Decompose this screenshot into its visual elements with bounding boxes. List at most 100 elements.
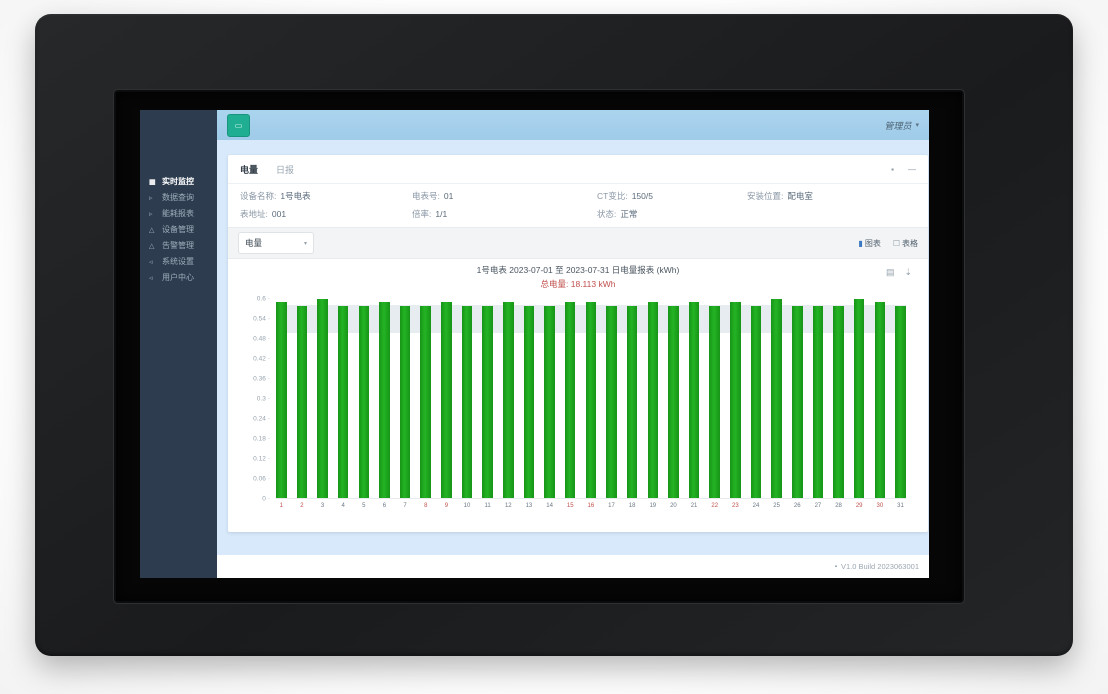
sidebar-item-1[interactable]: ▦ 实时监控 (140, 174, 217, 190)
y-axis-tick: 0.3- (256, 395, 270, 403)
chart-view-icon: ▮ (858, 238, 863, 248)
monitor-bezel: ▦ 实时监控 ▹ 数据查询 ▹ 能耗报表 △ 设备管理 △ 告警管理 ◃ 系统设置 ◃ 用户中心 ▭ 管理… (35, 14, 1073, 656)
bar-day-5[interactable] (358, 305, 370, 498)
x-axis-label: 22 (711, 503, 719, 509)
x-axis-label: 11 (484, 503, 491, 509)
bar-day-8[interactable] (420, 305, 431, 498)
bar-day-17[interactable] (606, 305, 617, 498)
x-axis-label: 8 (424, 503, 428, 509)
x-axis-label: 1 (279, 503, 283, 509)
bar-day-19[interactable] (647, 302, 659, 498)
sidebar-toggle-button[interactable]: ▭ (227, 113, 250, 137)
sidebar-item-5[interactable]: △ 告警管理 (140, 238, 217, 254)
field-label: 状态: (597, 208, 617, 219)
download-icon[interactable]: ⇣ (904, 267, 912, 277)
bar-day-6[interactable] (379, 302, 390, 498)
panel-tools: ▪ — (891, 165, 916, 174)
panel-tab-row: 电量 日报 ▪ — (228, 155, 928, 184)
sidebar-item-7[interactable]: ◃ 用户中心 (140, 270, 217, 286)
sidebar: ▦ 实时监控 ▹ 数据查询 ▹ 能耗报表 △ 设备管理 △ 告警管理 ◃ 系统设置 ◃ 用户中心 (140, 110, 217, 578)
field-label: CT变比: (597, 191, 628, 201)
bar-day-27[interactable] (812, 305, 824, 498)
sidebar-item-label: 用户中心 (162, 273, 194, 282)
bar-day-31[interactable] (895, 305, 906, 498)
bar-day-13[interactable] (523, 305, 535, 498)
username-label: 管理员 (884, 120, 912, 131)
field-value: 1号电表 (280, 191, 311, 201)
x-axis-label: 15 (566, 503, 574, 509)
bar-day-26[interactable] (792, 305, 803, 498)
chart-header-icons: ▤ ⇣ (886, 267, 912, 278)
bar-day-25[interactable] (771, 299, 782, 498)
sidebar-item-2[interactable]: ▹ 数据查询 (140, 190, 217, 206)
sidebar-item-label: 数据查询 (162, 193, 194, 202)
field-value: 150/5 (631, 191, 653, 201)
bar-day-28[interactable] (833, 305, 844, 498)
main-content: 电量 日报 ▪ — 设备名称: 1号电表 电表号: 01 CT变比: 150/5 安装位置:… (217, 140, 929, 555)
field-value: 001 (271, 208, 287, 219)
device-panel: 电量 日报 ▪ — 设备名称: 1号电表 电表号: 01 CT变比: 150/5 安装位置:… (228, 155, 928, 532)
field-value: 正常 (620, 208, 638, 219)
y-axis-tick: 0.24- (253, 415, 270, 423)
device-info-field: CT变比: 150/5 (597, 192, 747, 201)
tab-energy[interactable]: 电量 (240, 164, 259, 175)
x-axis-label: 20 (670, 503, 677, 509)
field-label: 表地址: (240, 208, 268, 219)
toolbar-actions: ▮ 图表 ☐ 表格 (858, 238, 918, 249)
bar-day-12[interactable] (503, 302, 514, 498)
footer-bullet-icon: ▪ (834, 563, 837, 570)
bar-day-24[interactable] (750, 305, 762, 498)
bar-day-3[interactable] (317, 299, 328, 498)
metric-select[interactable]: 电量 ▾ (238, 232, 314, 254)
sidebar-item-4[interactable]: △ 设备管理 (140, 222, 217, 238)
bar-day-16[interactable] (585, 302, 597, 498)
tab-daily-report[interactable]: 日报 (276, 164, 295, 175)
x-axis-label: 2 (300, 503, 304, 509)
bar-day-15[interactable] (564, 302, 576, 498)
x-axis-label: 12 (504, 503, 512, 509)
top-navbar: ▭ 管理员 ▾ (217, 110, 929, 140)
bar-day-20[interactable] (668, 305, 679, 498)
bar-day-2[interactable] (296, 305, 308, 498)
sidebar-item-icon: ◃ (149, 258, 153, 266)
sidebar-item-icon: ◃ (149, 274, 153, 282)
x-axis-label: 27 (814, 503, 822, 509)
bar-day-7[interactable] (399, 305, 411, 498)
collapse-icon[interactable]: — (908, 164, 916, 174)
bar-day-30[interactable] (874, 302, 886, 498)
chart-view-button[interactable]: ▮ 图表 (858, 238, 880, 249)
sidebar-item-icon: △ (149, 242, 155, 250)
field-value: 01 (443, 191, 454, 201)
chart-plot: 0.6- 0.54- 0.48- 0.42- 0.36- 0.3- 0.24- 0.18- 0.… (253, 296, 906, 503)
user-menu[interactable]: 管理员 ▾ (884, 119, 919, 132)
device-info-field: 倍率: 1/1 (412, 209, 597, 219)
table-view-label: 表格 (902, 238, 918, 248)
sidebar-item-3[interactable]: ▹ 能耗报表 (140, 206, 217, 222)
sidebar-item-icon: △ (149, 226, 155, 234)
device-info-field: 电表号: 01 (412, 192, 597, 201)
panel-box-icon[interactable]: ▪ (891, 164, 894, 174)
bar-day-29[interactable] (853, 299, 865, 498)
bar-day-21[interactable] (688, 302, 700, 498)
sidebar-item-6[interactable]: ◃ 系统设置 (140, 254, 217, 270)
table-view-icon: ☐ (892, 238, 900, 248)
x-axis-label: 28 (835, 503, 842, 509)
bar-day-23[interactable] (730, 302, 741, 498)
bar-chart[interactable]: 1号电表 2023-07-01 至 2023-07-31 日电量报表 (kWh)… (228, 259, 928, 532)
bar-day-4[interactable] (337, 305, 349, 498)
bar-day-9[interactable] (441, 302, 452, 498)
bar-day-14[interactable] (544, 305, 555, 498)
bar-day-22[interactable] (709, 305, 720, 498)
display-content: ▦ 实时监控 ▹ 数据查询 ▹ 能耗报表 △ 设备管理 △ 告警管理 ◃ 系统设置 ◃ 用户中心 ▭ 管理… (140, 110, 929, 578)
table-toggle-icon[interactable]: ▤ (885, 267, 895, 277)
bar-day-10[interactable] (461, 305, 473, 498)
field-label: 安装位置: (747, 191, 784, 201)
bar-day-11[interactable] (482, 305, 493, 498)
x-axis-label: 24 (752, 503, 760, 509)
footer-version-text: V1.0 Build 2023063001 (841, 562, 919, 571)
table-view-button[interactable]: ☐ 表格 (893, 238, 918, 249)
bar-day-18[interactable] (626, 305, 638, 498)
sidebar-item-label: 系统设置 (162, 257, 194, 266)
bar-day-1[interactable] (276, 302, 287, 498)
x-axis-label: 6 (382, 503, 387, 509)
